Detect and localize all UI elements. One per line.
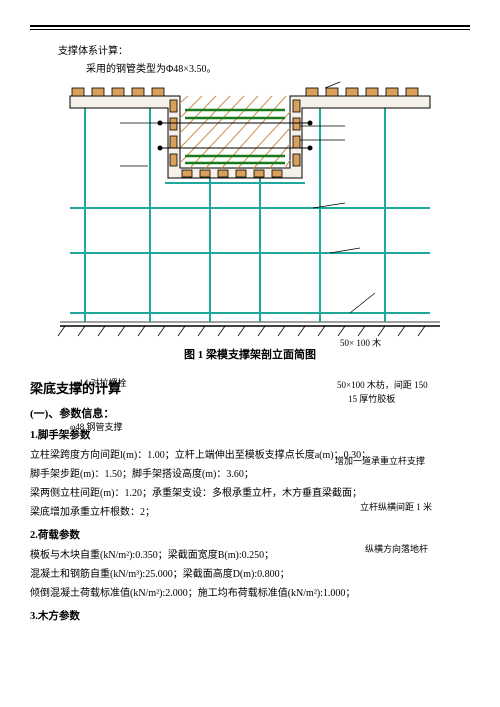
- figure-caption: 图 1 梁模支撑架剖立面简图: [30, 346, 470, 362]
- lbl-top-wood: 50× 100 木: [340, 336, 381, 349]
- intro-line-2: 采用的钢管类型为Φ48×3.50。: [30, 60, 470, 75]
- s2-h: 2.荷载参数: [30, 527, 470, 542]
- lbl-bolt: φ14 对拉螺栓: [74, 376, 126, 389]
- lbl-pipe: φ48 钢管支撑: [70, 420, 122, 433]
- lbl-plywood: 15 厚竹胶板: [348, 392, 395, 405]
- param-title: (一)、参数信息：: [30, 405, 470, 421]
- s3-h: 3.木方参数: [30, 608, 470, 623]
- intro-line-1: 支撑体系计算：: [30, 42, 470, 57]
- lbl-extra-support: 增加一道承重立杆支撑: [335, 454, 425, 467]
- diagram: 50× 100 木 φ14 对拉螺栓 φ48 钢管支撑 50×100 木枋，间距…: [30, 78, 470, 338]
- rule-top-thin: [30, 29, 470, 30]
- s2-l3: 倾倒混凝土荷载标准值(kN/m²):2.000；施工均布荷载标准值(kN/m²)…: [30, 585, 470, 602]
- lbl-wood-spacing: 50×100 木枋，间距 150: [337, 378, 428, 391]
- lbl-horiz-spacing: 立杆纵横间距 1 米: [360, 500, 432, 513]
- lbl-vert-ground: 纵横方向落地杆: [365, 542, 428, 555]
- s2-l2: 混凝土和钢筋自重(kN/m³):25.000；梁截面高度D(m):0.800；: [30, 566, 470, 583]
- s1-l2: 脚手架步距(m)：1.50；脚手架搭设高度(m)：3.60；: [30, 466, 470, 483]
- rule-top-thick: [30, 25, 470, 27]
